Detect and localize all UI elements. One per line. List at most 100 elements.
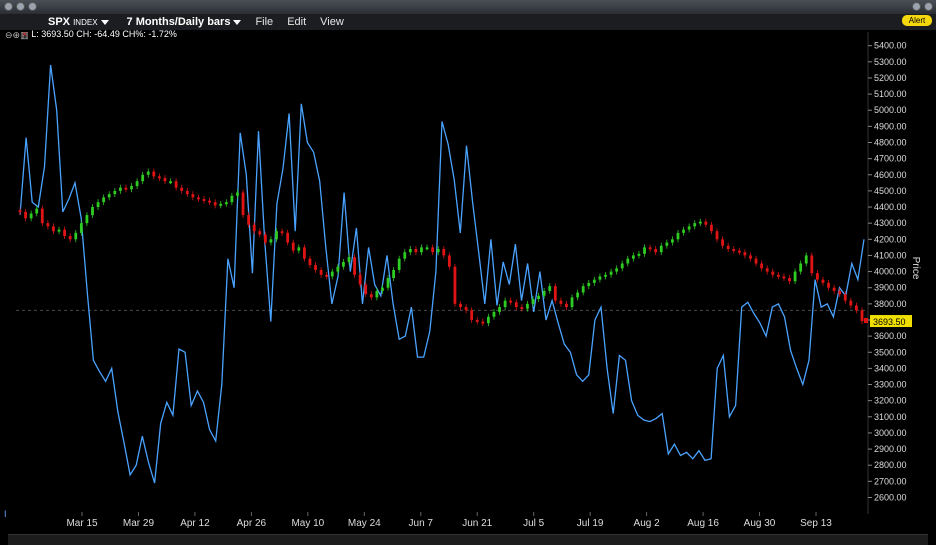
symbol-selector[interactable]: SPX INDEX [48,16,109,28]
candle [102,194,106,206]
symbol-suffix: INDEX [73,18,98,27]
candle [654,246,658,256]
candle [620,260,624,272]
candle [565,300,568,310]
candle [849,297,853,309]
y-tick-label: 5000.00 [874,105,907,115]
x-tick-label: Jul 19 [577,518,604,529]
candle [224,199,228,207]
candle [219,200,223,209]
legend-text: L: 3693.50 CH: -64.49 CH%: -1.72% [31,29,177,39]
y-tick-label: 4200.00 [874,234,907,244]
candle [236,189,239,199]
candle [671,236,674,246]
candle [252,221,256,235]
y-tick-label: 4600.00 [874,170,907,180]
settings-window-icon[interactable] [924,2,933,11]
candle [698,218,702,227]
candle [369,291,373,301]
candle [509,297,513,306]
candle [275,228,278,243]
candle [436,246,440,256]
candle [397,255,401,273]
candle [29,210,33,222]
candle [124,184,128,193]
candle [626,255,630,267]
menu-view[interactable]: View [320,16,344,28]
candle [498,304,501,315]
candle [771,268,775,278]
candle [592,276,596,286]
candle [24,208,27,222]
candle [520,304,524,312]
candle [665,239,669,249]
candle [118,184,122,194]
candle [174,178,178,191]
candle [710,221,713,235]
candle [537,292,540,302]
candle [810,252,814,277]
x-tick-label: Aug 2 [634,518,661,529]
candle [486,313,490,327]
y-tick-label: 4100.00 [874,250,907,260]
menu-bar: ⊖⊕▥ SPX INDEX 7 Months/Daily bars File E… [0,14,936,40]
candle [52,223,55,235]
candle [79,220,83,236]
close-window-icon[interactable] [4,2,13,11]
candle [213,199,217,209]
candle [804,252,808,267]
candle [74,229,78,243]
candle [247,212,251,228]
candle [598,273,602,283]
last-candle-marker [864,318,868,324]
candle [431,244,435,256]
menu-edit[interactable]: Edit [287,16,307,28]
candle [130,183,133,193]
y-tick-label: 4900.00 [874,121,907,131]
candle [637,250,641,259]
alert-button[interactable]: Alert [902,15,932,26]
candle [827,279,830,291]
period-selector[interactable]: 7 Months/Daily bars [127,16,242,28]
restore-window-icon[interactable] [912,2,921,11]
minimize-window-icon[interactable] [16,2,25,11]
candle [141,171,145,185]
x-tick-label: Apr 12 [180,518,210,529]
candle [776,271,780,280]
candle [386,275,390,291]
candle [442,246,446,259]
candle [531,296,535,307]
y-tick-label: 3700.00 [874,315,907,325]
close-legend-icon[interactable]: × [22,29,28,39]
candle [503,297,507,310]
candle [347,254,351,265]
maximize-window-icon[interactable] [28,2,37,11]
candle [180,184,184,194]
candle [169,178,172,185]
candle [269,236,273,246]
candle [631,252,635,262]
candle [258,228,262,238]
candle [202,196,206,204]
candle [263,231,267,246]
x-tick-label: May 10 [291,518,324,529]
overview-marker-icon[interactable]: I [4,509,7,519]
candle [481,318,485,327]
candle [470,307,474,323]
last-price-text: 3693.50 [873,317,906,327]
x-tick-label: Mar 29 [123,518,155,529]
candle [687,223,691,233]
x-tick-label: Aug 16 [687,518,719,529]
x-tick-label: Aug 30 [744,518,776,529]
candle [358,271,362,288]
candle [314,262,317,273]
candle [659,242,663,256]
candle [721,236,724,249]
menu-file[interactable]: File [255,16,274,28]
candle [63,226,67,239]
overview-scrollbar[interactable] [8,534,928,545]
candle [788,275,791,285]
toolbar-icons[interactable]: ⊖⊕▥ [5,30,29,40]
y-tick-label: 2600.00 [874,492,907,502]
candle [403,249,407,262]
